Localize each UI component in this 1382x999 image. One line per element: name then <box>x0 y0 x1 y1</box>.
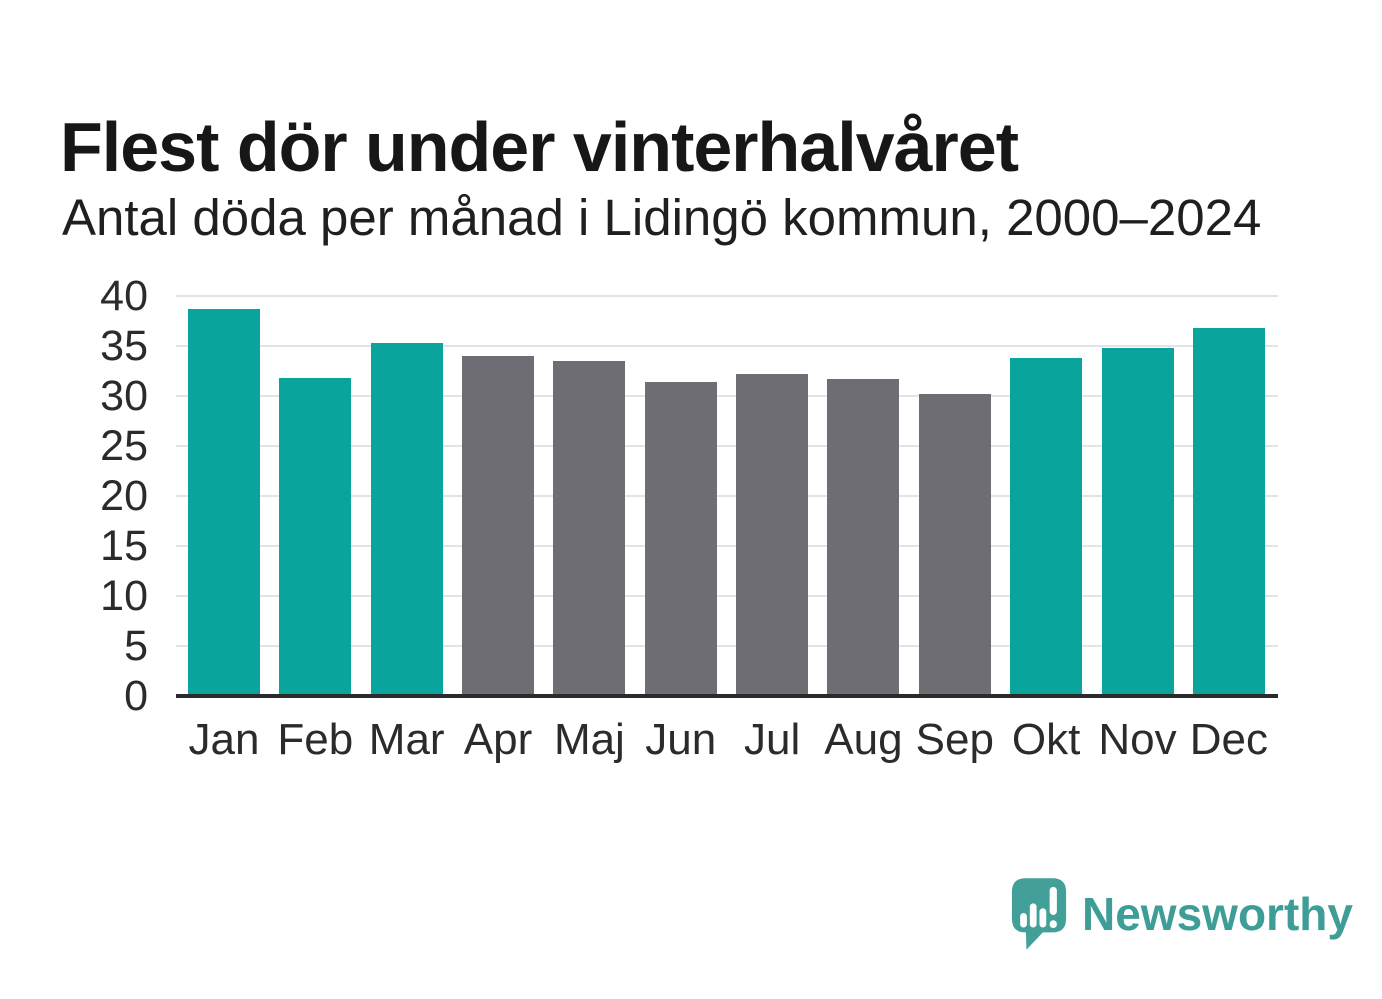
x-axis-label-apr: Apr <box>463 715 533 764</box>
x-axis-label-nov: Nov <box>1098 715 1177 764</box>
y-axis-tick-label: 30 <box>100 372 148 420</box>
bar-maj <box>553 361 626 696</box>
newsworthy-logo-text: Newsworthy <box>1082 888 1353 940</box>
gridline <box>176 495 1278 497</box>
gridline <box>176 445 1278 447</box>
bar-okt <box>1010 358 1083 696</box>
bar-feb <box>279 378 352 696</box>
gridline <box>176 395 1278 397</box>
y-axis-tick-label: 40 <box>100 272 148 320</box>
newsworthy-bubble-chart-icon <box>1010 876 1068 952</box>
bar-aug <box>827 379 900 696</box>
x-axis-label-maj: Maj <box>553 715 625 764</box>
bar-apr <box>462 356 535 696</box>
bar-sep <box>918 394 991 696</box>
y-axis-tick-label: 35 <box>100 322 148 370</box>
page-title: Flest dör under vinterhalvåret <box>60 107 1019 186</box>
bar-dec <box>1192 328 1265 696</box>
x-axis-label-mar: Mar <box>368 715 445 764</box>
x-axis-label-dec: Dec <box>1189 715 1268 764</box>
x-axis-label-sep: Sep <box>915 715 994 764</box>
y-axis-tick-label: 20 <box>100 472 148 520</box>
bar-jun <box>644 382 717 696</box>
x-axis-label-aug: Aug <box>824 715 903 764</box>
y-axis: 0 5 10 15 20 25 30 35 40 <box>40 274 148 718</box>
page-subtitle: Antal döda per månad i Lidingö kommun, 2… <box>62 189 1262 246</box>
x-axis-label-jan: Jan <box>188 715 260 764</box>
x-axis-line <box>176 694 1278 698</box>
y-axis-tick-label: 10 <box>100 572 148 620</box>
y-axis-tick-label: 25 <box>100 422 148 470</box>
gridline <box>176 645 1278 647</box>
x-axis-label-jul: Jul <box>743 715 801 764</box>
gridline <box>176 545 1278 547</box>
gridline <box>176 595 1278 597</box>
bar-jul <box>736 374 809 696</box>
x-axis-label-okt: Okt <box>1011 715 1081 764</box>
gridline <box>176 295 1278 297</box>
y-axis-tick-label: 5 <box>124 622 148 670</box>
x-axis-label-jun: Jun <box>645 715 717 764</box>
y-axis-tick-label: 0 <box>124 672 148 720</box>
bar-mar <box>370 343 443 696</box>
x-axis-label-feb: Feb <box>277 715 354 764</box>
newsworthy-logo: Newsworthy <box>1010 876 1353 952</box>
y-axis-tick-label: 15 <box>100 522 148 570</box>
gridline <box>176 345 1278 347</box>
bar-nov <box>1101 348 1174 696</box>
bar-jan <box>188 309 260 696</box>
plot-area: Jan Feb Mar Apr Maj Jun Jul Aug Sep Okt Nov Dec <box>176 295 1278 764</box>
